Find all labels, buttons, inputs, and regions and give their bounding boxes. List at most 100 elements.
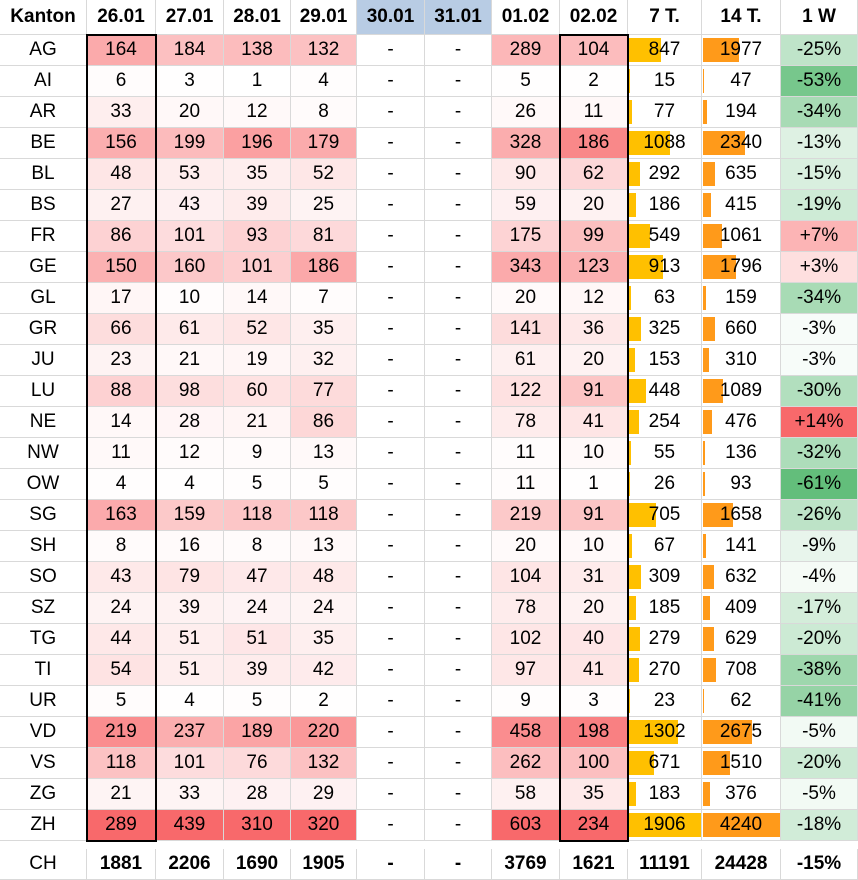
- sum-7day-cell: 254: [628, 407, 702, 438]
- daily-cases-cell: 10: [156, 283, 224, 314]
- sum-14day-value: 660: [725, 318, 757, 339]
- daily-cases-cell: 9: [492, 686, 560, 717]
- sum-14day-bar: [703, 689, 705, 713]
- daily-cases-cell: 41: [560, 407, 628, 438]
- daily-cases-cell: 219: [87, 717, 156, 748]
- canton-label: JU: [0, 345, 87, 376]
- sum-14day-bar: [703, 782, 710, 806]
- daily-cases-cell: 99: [560, 221, 628, 252]
- daily-cases-cell: 25: [291, 190, 357, 221]
- canton-label: VD: [0, 717, 87, 748]
- daily-cases-cell: 101: [156, 221, 224, 252]
- sum-7day-cell: 67: [628, 531, 702, 562]
- sum-7day-cell: 325: [628, 314, 702, 345]
- sum-14day-value: 2340: [719, 132, 763, 153]
- daily-cases-cell: -: [357, 35, 425, 66]
- daily-cases-cell: 12: [224, 97, 291, 128]
- sum-14day-value: 415: [725, 194, 757, 215]
- column-header: Kanton: [0, 0, 87, 35]
- daily-cases-cell: 20: [560, 190, 628, 221]
- canton-label: BS: [0, 190, 87, 221]
- sum-14day-bar: [703, 503, 734, 527]
- daily-cases-cell: 48: [87, 159, 156, 190]
- daily-cases-cell: 220: [291, 717, 357, 748]
- daily-cases-cell: -: [425, 407, 492, 438]
- daily-cases-cell: 81: [291, 221, 357, 252]
- canton-label: BE: [0, 128, 87, 159]
- daily-cases-cell: 43: [87, 562, 156, 593]
- sum-7day-bar: [629, 410, 639, 434]
- daily-cases-cell: -: [425, 190, 492, 221]
- daily-cases-cell: 7: [291, 283, 357, 314]
- total-label: CH: [0, 849, 87, 880]
- sum-7day-value: 325: [648, 318, 681, 339]
- daily-cases-cell: 8: [87, 531, 156, 562]
- daily-cases-cell: -: [425, 810, 492, 841]
- daily-cases-cell: 24: [87, 593, 156, 624]
- daily-cases-cell: 91: [560, 500, 628, 531]
- sum-14day-value: 376: [725, 783, 757, 804]
- sum-14day-bar: [703, 596, 711, 620]
- column-header: 7 T.: [628, 0, 702, 35]
- sum-14day-value: 476: [725, 411, 757, 432]
- sum-14day-value: 1510: [719, 752, 763, 773]
- sum-7day-cell: 549: [628, 221, 702, 252]
- sum-7day-cell: 186: [628, 190, 702, 221]
- daily-cases-cell: -: [357, 97, 425, 128]
- daily-cases-cell: 61: [156, 314, 224, 345]
- daily-cases-cell: 20: [560, 593, 628, 624]
- sum-14day-value: 4240: [719, 814, 763, 835]
- daily-cases-cell: 1: [560, 469, 628, 500]
- daily-cases-cell: -: [425, 779, 492, 810]
- daily-cases-cell: 33: [87, 97, 156, 128]
- daily-cases-cell: -: [425, 314, 492, 345]
- daily-cases-cell: -: [357, 407, 425, 438]
- daily-cases-cell: 78: [492, 407, 560, 438]
- weekly-change-cell: -32%: [781, 438, 858, 469]
- sum-14day-value: 310: [725, 349, 757, 370]
- daily-cases-cell: 189: [224, 717, 291, 748]
- sum-7day-bar: [629, 565, 641, 589]
- daily-cases-cell: 48: [291, 562, 357, 593]
- weekly-change-cell: -9%: [781, 531, 858, 562]
- daily-cases-cell: -: [357, 562, 425, 593]
- daily-cases-cell: 21: [87, 779, 156, 810]
- daily-cases-cell: 33: [156, 779, 224, 810]
- daily-cases-cell: 163: [87, 500, 156, 531]
- sum-7day-bar: [629, 193, 637, 217]
- daily-cases-cell: 3: [560, 686, 628, 717]
- daily-cases-cell: 16: [156, 531, 224, 562]
- daily-cases-cell: 27: [87, 190, 156, 221]
- daily-cases-cell: 54: [87, 655, 156, 686]
- daily-cases-cell: 20: [492, 531, 560, 562]
- total-daily-cell: 1881: [87, 849, 156, 880]
- daily-cases-cell: 77: [291, 376, 357, 407]
- daily-cases-cell: 53: [156, 159, 224, 190]
- daily-cases-cell: 159: [156, 500, 224, 531]
- sum-14day-bar: [703, 131, 746, 155]
- daily-cases-cell: 91: [560, 376, 628, 407]
- sum-7day-bar: [629, 689, 630, 713]
- sum-14day-value: 1977: [719, 39, 763, 60]
- daily-cases-cell: 61: [492, 345, 560, 376]
- daily-cases-cell: 20: [492, 283, 560, 314]
- daily-cases-cell: -: [425, 128, 492, 159]
- canton-label: GR: [0, 314, 87, 345]
- sum-14day-bar: [703, 379, 723, 403]
- sum-7day-bar: [629, 38, 661, 62]
- sum-14day-cell: 93: [702, 469, 781, 500]
- canton-label: LU: [0, 376, 87, 407]
- daily-cases-cell: -: [425, 252, 492, 283]
- sum-14day-value: 2675: [719, 721, 763, 742]
- weekly-change-cell: -38%: [781, 655, 858, 686]
- daily-cases-cell: -: [357, 159, 425, 190]
- daily-cases-cell: 41: [560, 655, 628, 686]
- daily-cases-cell: 36: [560, 314, 628, 345]
- daily-cases-cell: 101: [156, 748, 224, 779]
- daily-cases-cell: 24: [224, 593, 291, 624]
- sum-7day-bar: [629, 627, 640, 651]
- canton-label: SG: [0, 500, 87, 531]
- daily-cases-cell: 97: [492, 655, 560, 686]
- sum-14day-bar: [703, 472, 705, 496]
- daily-cases-cell: 60: [224, 376, 291, 407]
